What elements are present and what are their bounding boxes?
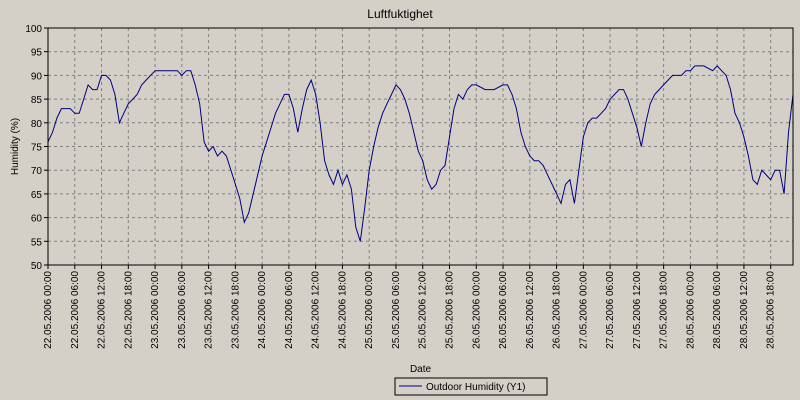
x-tick-label: 25.05.2006 00:00: [364, 271, 375, 349]
x-tick-label: 25.05.2006 18:00: [444, 271, 455, 349]
x-tick-label: 25.05.2006 06:00: [391, 271, 402, 349]
series-line-outdoor-humidity: [47, 65, 794, 242]
y-tick-label: 100: [25, 24, 42, 35]
y-axis-label: Humidity (%): [10, 118, 21, 175]
x-tick-label: 28.05.2006 12:00: [739, 271, 750, 349]
x-tick-label: 23.05.2006 12:00: [204, 271, 215, 349]
y-tick-label: 90: [31, 71, 43, 82]
x-tick-label: 22.05.2006 00:00: [43, 271, 54, 349]
y-tick-label: 50: [31, 261, 43, 272]
x-tick-label: 23.05.2006 18:00: [230, 271, 241, 349]
x-tick-label: 26.05.2006 12:00: [525, 271, 536, 349]
x-tick-label: 26.05.2006 18:00: [552, 271, 563, 349]
y-tick-label: 85: [31, 95, 43, 106]
y-axis-ticks: 50 55 60 65 70 75 80 85 90 95 100: [25, 24, 48, 272]
x-axis-label: Date: [410, 364, 432, 375]
x-tick-label: 24.05.2006 18:00: [337, 271, 348, 349]
x-tick-label: 22.05.2006 12:00: [97, 271, 108, 349]
x-tick-label: 27.05.2006 12:00: [632, 271, 643, 349]
x-tick-label: 27.05.2006 06:00: [605, 271, 616, 349]
y-tick-label: 60: [31, 214, 43, 225]
y-tick-label: 65: [31, 190, 43, 201]
x-tick-label: 25.05.2006 12:00: [418, 271, 429, 349]
legend-entry-outdoor-humidity: Outdoor Humidity (Y1): [426, 382, 525, 393]
x-tick-label: 24.05.2006 12:00: [311, 271, 322, 349]
y-tick-label: 80: [31, 119, 43, 130]
y-tick-label: 95: [31, 48, 43, 59]
y-tick-label: 55: [31, 237, 43, 248]
x-axis-ticks: 22.05.2006 00:00 22.05.2006 06:00 22.05.20…: [43, 265, 777, 349]
x-tick-label: 28.05.2006 00:00: [685, 271, 696, 349]
x-tick-label: 24.05.2006 00:00: [257, 271, 268, 349]
x-tick-label: 24.05.2006 06:00: [284, 271, 295, 349]
chart-title: Luftfuktighet: [367, 7, 433, 21]
legend-box: [394, 377, 548, 396]
x-tick-label: 28.05.2006 06:00: [712, 271, 723, 349]
x-tick-label: 27.05.2006 18:00: [659, 271, 670, 349]
y-tick-label: 75: [31, 143, 43, 154]
x-tick-label: 23.05.2006 06:00: [177, 271, 188, 349]
x-tick-label: 22.05.2006 06:00: [70, 271, 81, 349]
y-tick-label: 70: [31, 166, 43, 177]
plot-frame: [47, 27, 794, 266]
x-tick-label: 23.05.2006 00:00: [150, 271, 161, 349]
x-tick-label: 27.05.2006 00:00: [578, 271, 589, 349]
x-tick-label: 28.05.2006 18:00: [766, 271, 777, 349]
legend: Outdoor Humidity (Y1): [394, 377, 548, 396]
x-tick-label: 26.05.2006 06:00: [498, 271, 509, 349]
x-tick-label: 26.05.2006 00:00: [471, 271, 482, 349]
x-tick-label: 22.05.2006 18:00: [123, 271, 134, 349]
